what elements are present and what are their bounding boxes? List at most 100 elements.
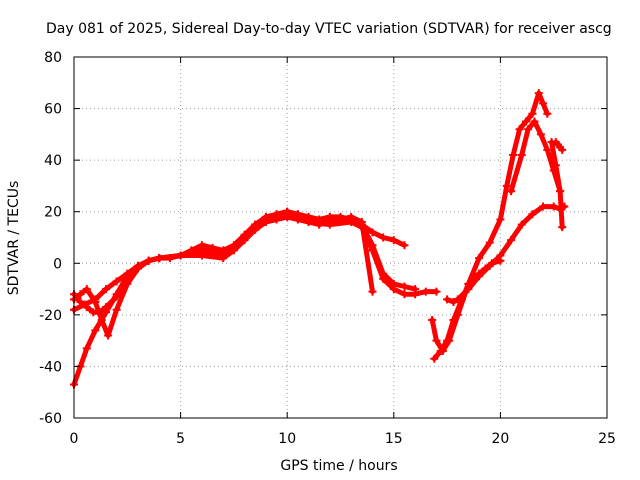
data-point — [219, 251, 228, 260]
data-point — [91, 297, 100, 306]
data-point — [91, 326, 100, 335]
data-point — [208, 243, 217, 252]
data-point — [481, 264, 490, 273]
data-point — [293, 210, 302, 219]
data-point — [400, 241, 409, 250]
data-point — [112, 292, 121, 301]
data-point — [197, 248, 206, 257]
data-point — [112, 277, 121, 286]
data-point — [123, 269, 132, 278]
data-point — [82, 303, 91, 312]
data-point — [144, 256, 153, 265]
data-point — [368, 241, 377, 250]
data-point — [379, 269, 388, 278]
series-track-4 — [70, 207, 377, 317]
data-point — [155, 254, 164, 263]
data-point — [261, 212, 270, 221]
data-point — [502, 181, 511, 190]
data-point — [176, 251, 185, 260]
y-tick-label: -20 — [39, 308, 62, 324]
y-tick-label: 40 — [44, 153, 62, 169]
data-point — [475, 254, 484, 263]
series-line — [549, 139, 565, 230]
data-point — [536, 130, 545, 139]
data-point — [558, 145, 567, 154]
data-point — [379, 233, 388, 242]
series-line — [508, 119, 563, 194]
data-point — [389, 279, 398, 288]
data-point — [543, 145, 552, 154]
data-point — [400, 290, 409, 299]
series-track-10 — [551, 138, 567, 154]
data-point — [97, 316, 106, 325]
data-point — [432, 287, 441, 296]
data-point — [487, 259, 496, 268]
data-point — [449, 297, 458, 306]
data-point — [530, 117, 539, 126]
x-tick-label: 10 — [278, 431, 296, 447]
data-point — [509, 150, 518, 159]
data-point — [507, 187, 516, 196]
series-track-9 — [547, 138, 567, 232]
data-point — [400, 282, 409, 291]
data-point — [357, 218, 366, 227]
data-point — [432, 336, 441, 345]
data-point — [347, 212, 356, 221]
data-point — [443, 336, 452, 345]
y-tick-label: -40 — [39, 359, 62, 375]
data-point — [283, 207, 292, 216]
data-point — [549, 202, 558, 211]
data-point — [543, 109, 552, 118]
data-point — [521, 117, 530, 126]
data-point — [517, 150, 526, 159]
data-point — [229, 243, 238, 252]
y-axis-title: SDTVAR / TECUs — [6, 181, 22, 296]
data-point — [368, 228, 377, 237]
chart-title: Day 081 of 2025, Sidereal Day-to-day VTE… — [46, 21, 612, 37]
data-point — [411, 285, 420, 294]
data-point — [515, 125, 524, 134]
data-point — [304, 212, 313, 221]
data-point — [430, 354, 439, 363]
tick-labels: 0 5 10 15 20 25 -60 -40 -20 0 20 40 60 80 — [39, 50, 616, 447]
x-tick-label: 20 — [491, 431, 509, 447]
data-point — [76, 297, 85, 306]
data-point — [551, 161, 560, 170]
data-point — [534, 89, 543, 98]
data-point — [517, 220, 526, 229]
data-point — [95, 308, 104, 317]
data-point — [485, 238, 494, 247]
data-point — [251, 220, 260, 229]
data-point — [101, 285, 110, 294]
grid — [74, 57, 607, 418]
data-point — [389, 236, 398, 245]
data-point — [123, 277, 132, 286]
data-point — [558, 223, 567, 232]
data-point — [458, 295, 467, 304]
series-track-7 — [430, 256, 505, 363]
data-point — [528, 210, 537, 219]
x-tick-label: 0 — [70, 431, 79, 447]
data-point — [368, 287, 377, 296]
series-line — [553, 139, 565, 153]
data-point — [507, 236, 516, 245]
x-tick-label: 5 — [176, 431, 185, 447]
data-point — [496, 215, 505, 224]
x-tick-label: 15 — [385, 431, 403, 447]
data-point — [539, 99, 548, 108]
data-point — [272, 210, 281, 219]
data-point — [112, 305, 121, 314]
y-tick-label: 60 — [44, 102, 62, 118]
y-tick-label: -60 — [39, 411, 62, 427]
data-series — [70, 89, 569, 389]
data-point — [325, 218, 334, 227]
data-point — [82, 285, 91, 294]
y-tick-label: 0 — [53, 256, 62, 272]
data-point — [496, 256, 505, 265]
data-point — [240, 230, 249, 239]
y-tick-label: 80 — [44, 50, 62, 66]
data-point — [449, 316, 458, 325]
x-axis-title: GPS time / hours — [280, 458, 397, 474]
data-point — [133, 264, 142, 273]
